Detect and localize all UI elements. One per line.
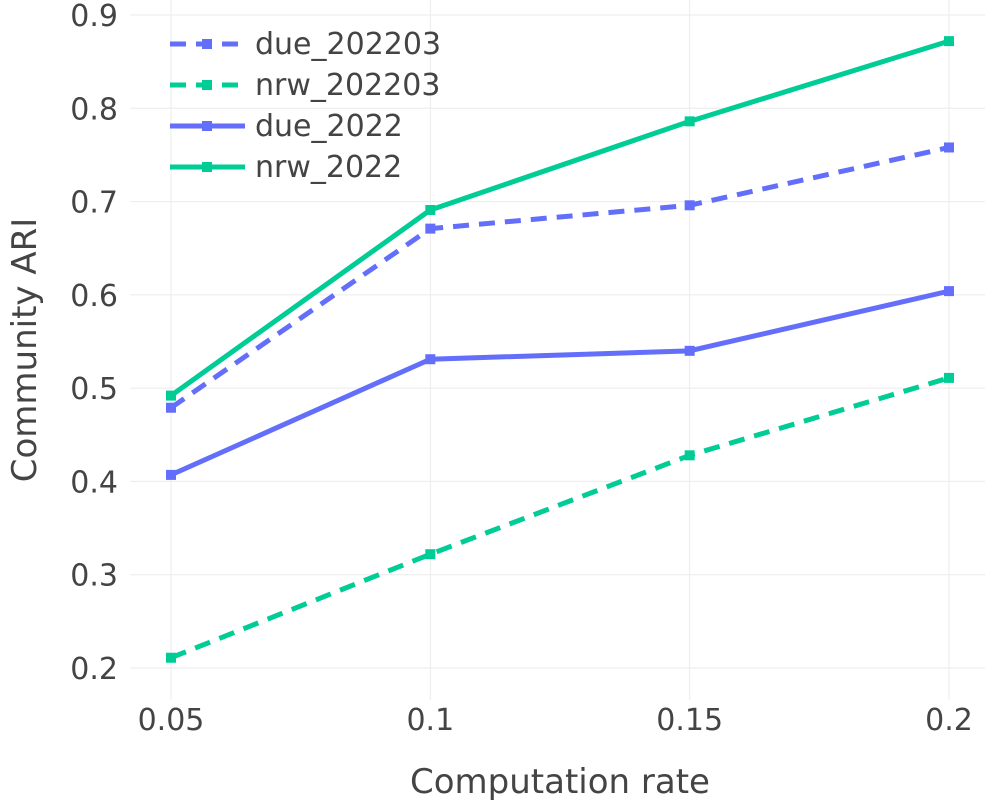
data-point[interactable] (425, 549, 436, 560)
data-point[interactable] (166, 402, 176, 413)
legend-marker (202, 80, 212, 90)
data-point[interactable] (166, 390, 176, 401)
x-tick-label: 0.15 (656, 703, 723, 738)
series-line (169, 38, 950, 398)
series-due_2022 (166, 286, 954, 480)
legend-label: nrw_202203 (255, 68, 440, 103)
legend-marker (202, 162, 212, 172)
x-tick-label: 0.2 (925, 703, 973, 738)
data-point[interactable] (425, 204, 436, 215)
data-point[interactable] (166, 652, 176, 663)
y-tick-label: 0.6 (70, 279, 118, 314)
y-tick-label: 0.8 (70, 92, 118, 127)
x-axis-title: Computation rate (410, 762, 710, 800)
data-point[interactable] (425, 354, 436, 365)
data-point[interactable] (944, 372, 954, 383)
data-point[interactable] (684, 450, 695, 461)
series-line (169, 288, 950, 478)
data-point[interactable] (425, 223, 436, 234)
y-tick-label: 0.2 (70, 652, 118, 687)
legend-marker (202, 121, 212, 131)
x-tick-label: 0.05 (138, 703, 205, 738)
legend-marker (202, 39, 212, 49)
series-nrw_2022 (166, 36, 954, 401)
y-tick-label: 0.7 (70, 186, 118, 221)
x-tick-label: 0.1 (406, 703, 454, 738)
series-line (169, 145, 950, 410)
data-point[interactable] (944, 286, 954, 297)
x-tick-labels: 0.05 0.1 0.15 0.2 (138, 703, 973, 738)
y-axis-title: Community ARI (5, 218, 45, 483)
data-point[interactable] (944, 142, 954, 153)
legend-label: due_2022 (255, 109, 403, 144)
legend-label: due_202203 (255, 27, 441, 62)
y-tick-label: 0.9 (70, 0, 118, 34)
series-nrw_202203 (166, 372, 954, 663)
y-tick-label: 0.5 (70, 372, 118, 407)
legend-item[interactable]: due_202203 (170, 27, 441, 62)
y-tick-labels: 0.2 0.3 0.4 0.5 0.6 0.7 0.8 0.9 (70, 0, 118, 687)
legend-item[interactable]: due_2022 (170, 109, 403, 144)
data-point[interactable] (684, 200, 695, 211)
series-line (170, 375, 950, 661)
legend-label: nrw_2022 (255, 150, 402, 185)
legend[interactable]: due_202203 nrw_202203 due_2022 nrw_2022 (170, 27, 441, 185)
series-group (166, 36, 954, 663)
y-tick-label: 0.3 (70, 559, 118, 594)
data-point[interactable] (944, 36, 954, 47)
legend-item[interactable]: nrw_202203 (170, 68, 440, 103)
data-point[interactable] (684, 345, 695, 356)
series-due_202203 (166, 142, 954, 413)
data-point[interactable] (166, 469, 176, 480)
data-point[interactable] (684, 116, 695, 127)
legend-item[interactable]: nrw_2022 (170, 150, 402, 185)
y-tick-label: 0.4 (70, 465, 118, 500)
